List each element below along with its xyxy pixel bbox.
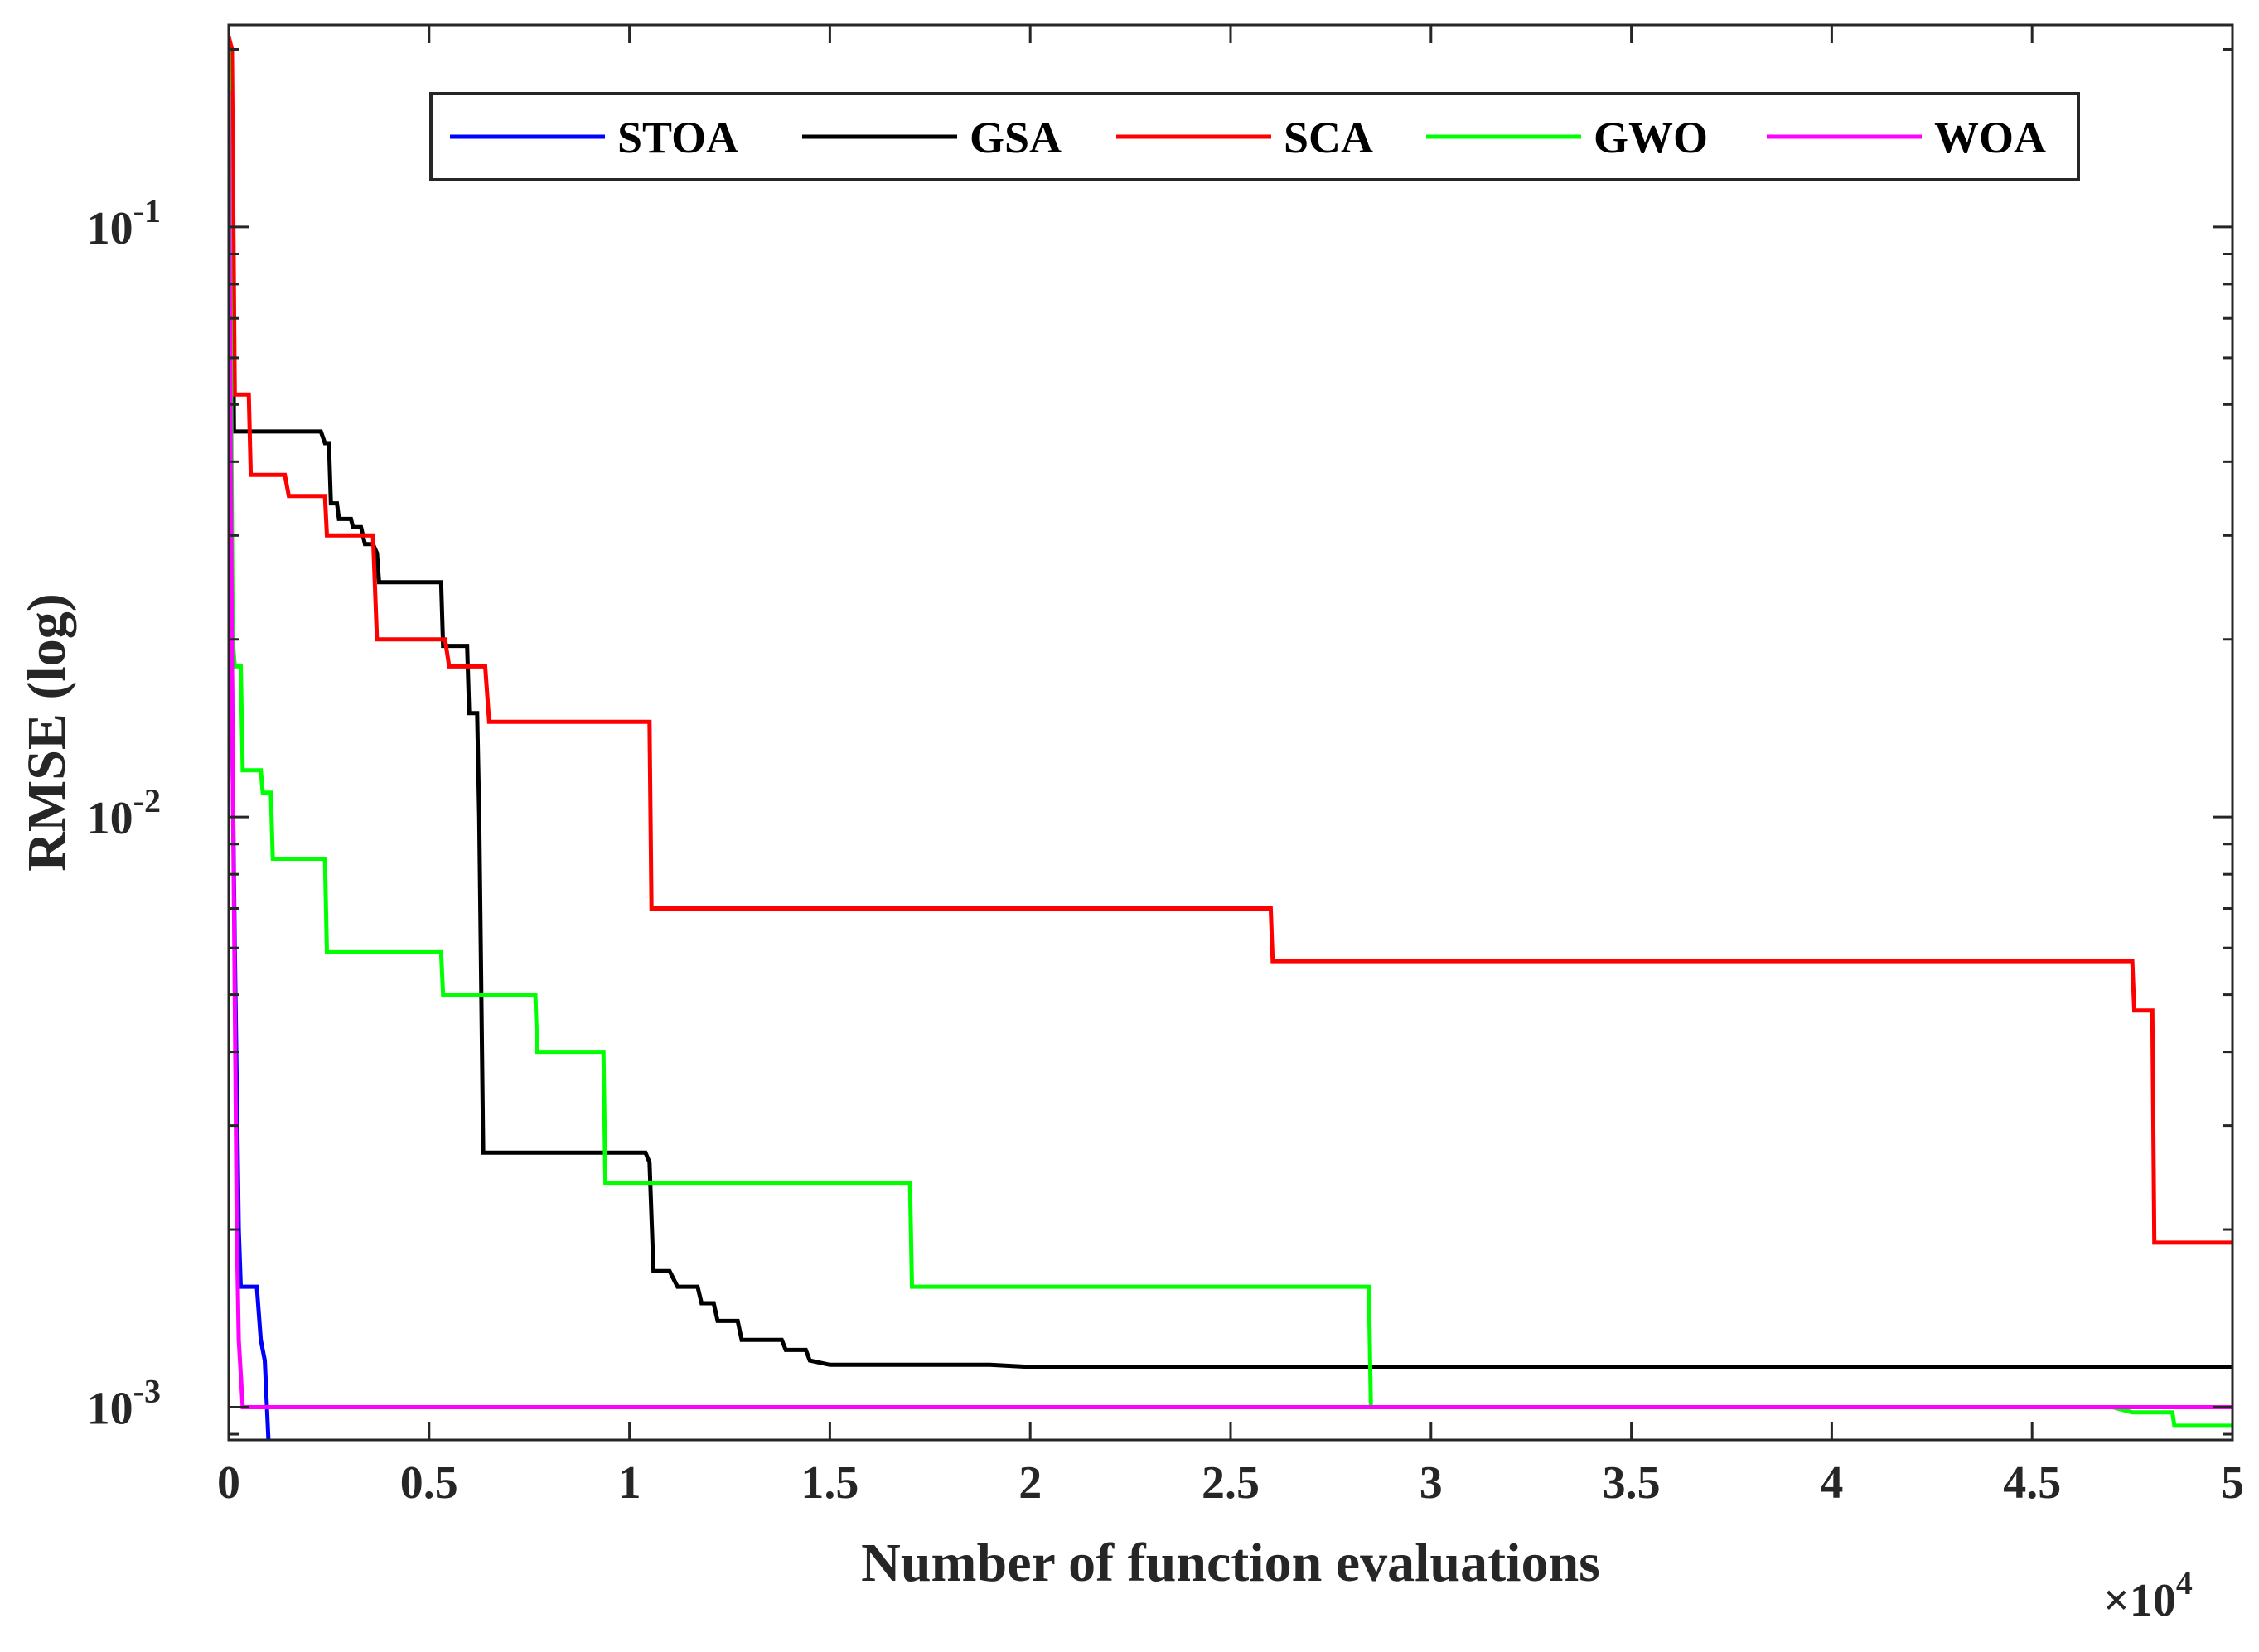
- legend-label-sca: SCA: [1284, 113, 1373, 162]
- x-tick-label: 1: [618, 1457, 641, 1509]
- x-axis-title: Number of function evaluations: [861, 1533, 1600, 1593]
- x-axis-multiplier-exponent: 4: [2176, 1564, 2193, 1601]
- x-tick-label: 2.5: [1202, 1457, 1260, 1509]
- legend-label-gsa: GSA: [970, 113, 1062, 162]
- x-tick-label: 2: [1018, 1457, 1042, 1509]
- x-tick-label: 3: [1420, 1457, 1443, 1509]
- x-tick-label: 3.5: [1603, 1457, 1661, 1509]
- legend: STOA GSA SCA GWO WOA: [429, 92, 2080, 181]
- legend-label-woa: WOA: [1934, 113, 2046, 162]
- x-tick-label: 4.5: [2003, 1457, 2061, 1509]
- x-tick-label: 1.5: [801, 1457, 859, 1509]
- legend-label-gwo: GWO: [1594, 113, 1708, 162]
- y-axis-title: RMSE (log): [17, 593, 77, 871]
- series-line-gsa: [229, 106, 2232, 1369]
- x-tick-label: 0: [217, 1457, 240, 1509]
- x-axis-multiplier-base: ×10: [2103, 1575, 2176, 1626]
- legend-label-stoa: STOA: [617, 113, 738, 162]
- y-tick-label: 10-2: [87, 782, 161, 844]
- series-line-sca: [229, 36, 2232, 1245]
- x-tick-label: 5: [2221, 1457, 2244, 1509]
- y-tick-label: 10-3: [87, 1372, 161, 1434]
- x-tick-label: 4: [1820, 1457, 1843, 1509]
- x-tick-label: 0.5: [400, 1457, 458, 1509]
- x-axis-multiplier: ×104: [2103, 1564, 2193, 1626]
- y-tick-label: 10-1: [87, 192, 161, 254]
- axis-ticks: 0 0.5 1 1.5 2 2.5 3 3.5 4 4.5 5 10-1 10-2 10-3: [87, 25, 2244, 1509]
